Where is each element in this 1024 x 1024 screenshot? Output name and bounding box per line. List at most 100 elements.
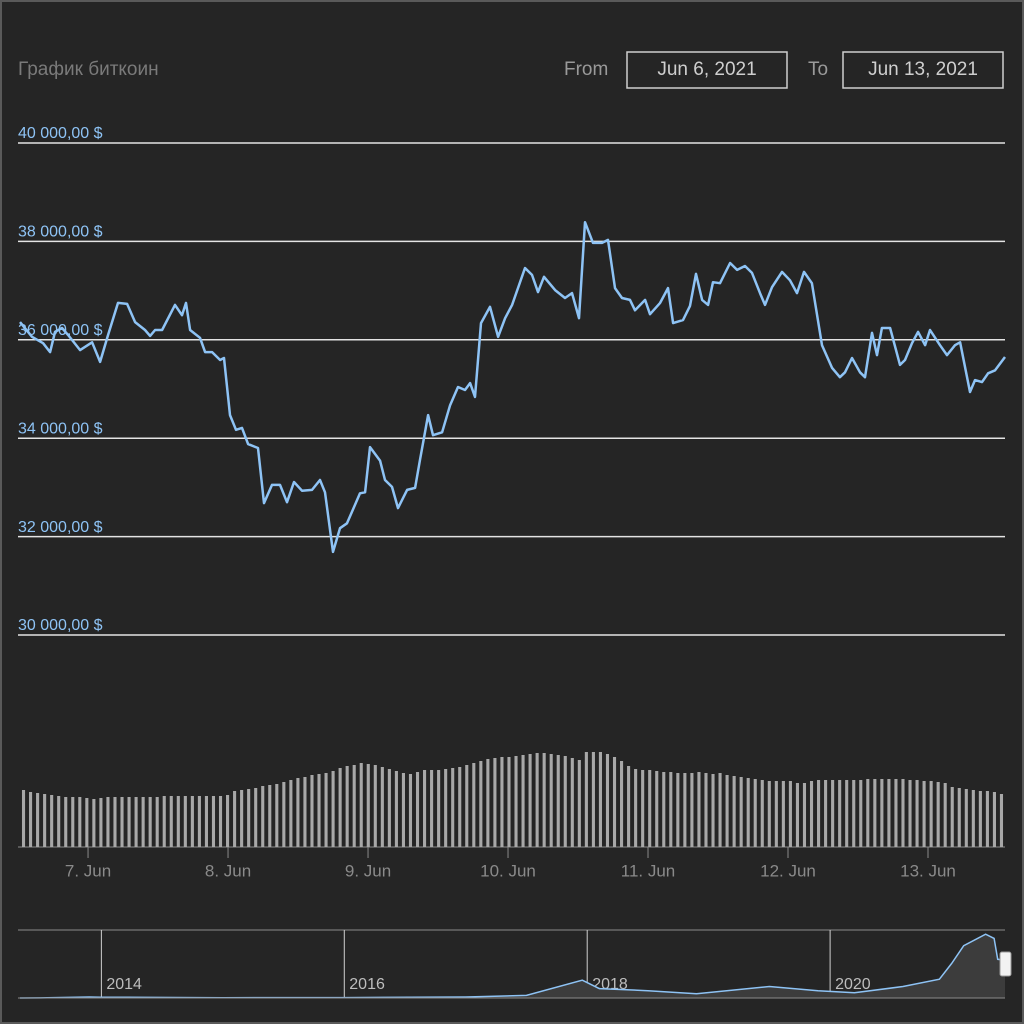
volume-bar bbox=[718, 773, 722, 847]
volume-bar bbox=[521, 755, 525, 847]
volume-bar bbox=[359, 763, 363, 847]
volume-bar bbox=[929, 781, 933, 847]
from-input[interactable] bbox=[626, 51, 788, 89]
navigator-label: 2016 bbox=[349, 976, 385, 993]
x-tick-label: 13. Jun bbox=[900, 861, 956, 880]
volume-bar bbox=[634, 769, 638, 847]
volume-bar bbox=[408, 774, 413, 847]
volume-bar bbox=[64, 797, 68, 847]
volume-bar bbox=[556, 755, 560, 847]
volume-bar bbox=[472, 763, 476, 847]
volume-bar bbox=[795, 783, 799, 847]
volume-bar bbox=[662, 772, 666, 847]
volume-bar bbox=[479, 761, 483, 847]
volume-bar bbox=[845, 780, 849, 847]
volume-bar bbox=[29, 792, 33, 847]
volume-bar bbox=[542, 753, 546, 847]
x-tick-label: 10. Jun bbox=[480, 861, 536, 880]
volume-bar bbox=[591, 752, 595, 847]
volume-bar bbox=[352, 765, 356, 847]
volume-bar bbox=[134, 797, 138, 847]
volume-bar bbox=[21, 790, 26, 847]
volume-bar bbox=[817, 780, 821, 847]
volume-bar bbox=[746, 778, 750, 847]
from-value[interactable]: Jun 6, 2021 bbox=[657, 59, 756, 80]
volume-bar bbox=[366, 764, 370, 847]
volume-bar bbox=[254, 788, 258, 847]
volume-bar bbox=[774, 781, 778, 847]
to-input[interactable] bbox=[842, 51, 1004, 89]
volume-bar bbox=[233, 791, 237, 847]
volume-bar bbox=[985, 791, 989, 847]
volume-bar bbox=[289, 780, 293, 847]
volume-bar bbox=[922, 781, 926, 847]
volume-bar bbox=[788, 781, 792, 847]
from-label: From bbox=[564, 59, 608, 80]
volume-bar bbox=[275, 784, 279, 847]
volume-bar bbox=[866, 779, 870, 847]
x-tick-label: 9. Jun bbox=[345, 861, 391, 880]
volume-bar bbox=[831, 780, 835, 847]
volume-bar bbox=[950, 787, 954, 847]
price-line bbox=[19, 220, 1007, 554]
volume-bar bbox=[584, 752, 588, 847]
navigator-handle[interactable] bbox=[999, 951, 1012, 977]
volume-bar bbox=[183, 796, 187, 847]
volume-bar bbox=[240, 790, 244, 847]
volume-bar bbox=[732, 776, 736, 847]
y-tick-label: 34 000,00 $ bbox=[18, 420, 103, 437]
volume-bar bbox=[458, 767, 462, 847]
volume-bar bbox=[430, 770, 434, 847]
volume-bar bbox=[753, 779, 757, 847]
volume-bar bbox=[486, 759, 490, 847]
y-tick-label: 38 000,00 $ bbox=[18, 224, 103, 241]
volume-bar bbox=[296, 778, 300, 847]
volume-bar bbox=[570, 758, 574, 847]
volume-bar bbox=[936, 782, 940, 847]
volume-bar bbox=[514, 756, 518, 847]
y-tick-label: 40 000,00 $ bbox=[18, 125, 103, 142]
volume-bar bbox=[697, 772, 701, 847]
volume-bar bbox=[303, 777, 307, 847]
volume-bar bbox=[394, 771, 398, 847]
volume-bar bbox=[641, 770, 645, 847]
volume-bar bbox=[535, 753, 539, 847]
volume-bar bbox=[915, 780, 919, 847]
volume-bar bbox=[957, 788, 961, 847]
x-tick-label: 11. Jun bbox=[621, 861, 676, 880]
volume-bar bbox=[423, 770, 427, 847]
volume-bar bbox=[451, 768, 455, 847]
volume-bar bbox=[169, 796, 173, 847]
volume-bar bbox=[218, 796, 223, 847]
volume-bar bbox=[859, 780, 863, 847]
volume-bar bbox=[247, 789, 251, 847]
volume-bar bbox=[690, 773, 694, 847]
volume-bar bbox=[577, 760, 581, 847]
volume-bar bbox=[760, 780, 764, 847]
volume-bar bbox=[78, 797, 82, 847]
volume-bar bbox=[809, 781, 814, 847]
to-value[interactable]: Jun 13, 2021 bbox=[868, 59, 978, 80]
volume-bar bbox=[324, 773, 328, 847]
volume-bar bbox=[648, 770, 652, 847]
volume-bar bbox=[908, 780, 912, 847]
x-tick-label: 12. Jun bbox=[760, 861, 816, 880]
volume-bar bbox=[465, 765, 469, 847]
to-label: To bbox=[808, 59, 828, 80]
volume-bar bbox=[204, 796, 208, 847]
volume-bar bbox=[71, 797, 75, 847]
volume-bar bbox=[162, 796, 166, 847]
volume-bar bbox=[373, 765, 377, 847]
volume-bar bbox=[725, 775, 729, 847]
volume-bar bbox=[852, 780, 856, 847]
volume-bar bbox=[50, 795, 54, 847]
volume-bar bbox=[268, 785, 272, 847]
volume-bar bbox=[57, 796, 61, 847]
navigator-area bbox=[20, 934, 1005, 998]
y-tick-label: 32 000,00 $ bbox=[18, 519, 103, 536]
volume-bar bbox=[36, 793, 40, 847]
volume-bar bbox=[711, 774, 715, 847]
y-tick-label: 30 000,00 $ bbox=[18, 617, 103, 634]
volume-bar bbox=[317, 774, 321, 847]
